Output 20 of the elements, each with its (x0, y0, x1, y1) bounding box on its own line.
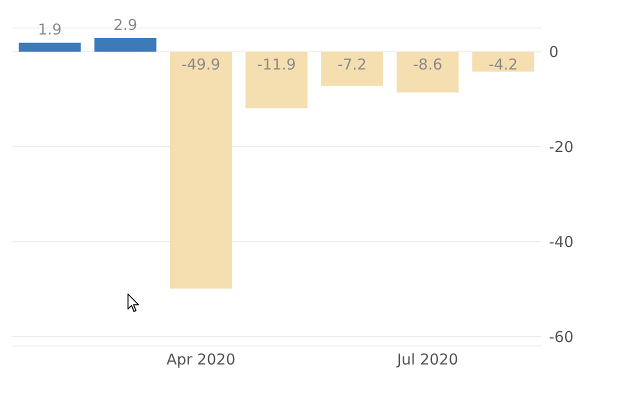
bar (246, 52, 308, 108)
data-label: -8.6 (413, 56, 442, 74)
bar (94, 38, 156, 52)
data-label: -11.9 (257, 56, 296, 74)
bar (321, 52, 384, 86)
bar (472, 52, 534, 72)
data-label: -7.2 (337, 56, 367, 74)
x-tick-label: Apr 2020 (166, 350, 236, 369)
data-label: -4.2 (488, 56, 518, 74)
y-tick-label: 0 (549, 43, 559, 62)
data-label: -49.9 (182, 56, 220, 74)
bar (170, 52, 232, 289)
data-label: 1.9 (38, 20, 62, 39)
bar (396, 52, 459, 93)
bar (18, 42, 81, 52)
y-tick-label: -60 (549, 328, 574, 346)
y-tick-label: -20 (549, 138, 574, 156)
x-tick-label: Jul 2020 (396, 350, 458, 369)
y-tick-label: -40 (549, 232, 574, 251)
data-label: 2.9 (113, 16, 138, 34)
